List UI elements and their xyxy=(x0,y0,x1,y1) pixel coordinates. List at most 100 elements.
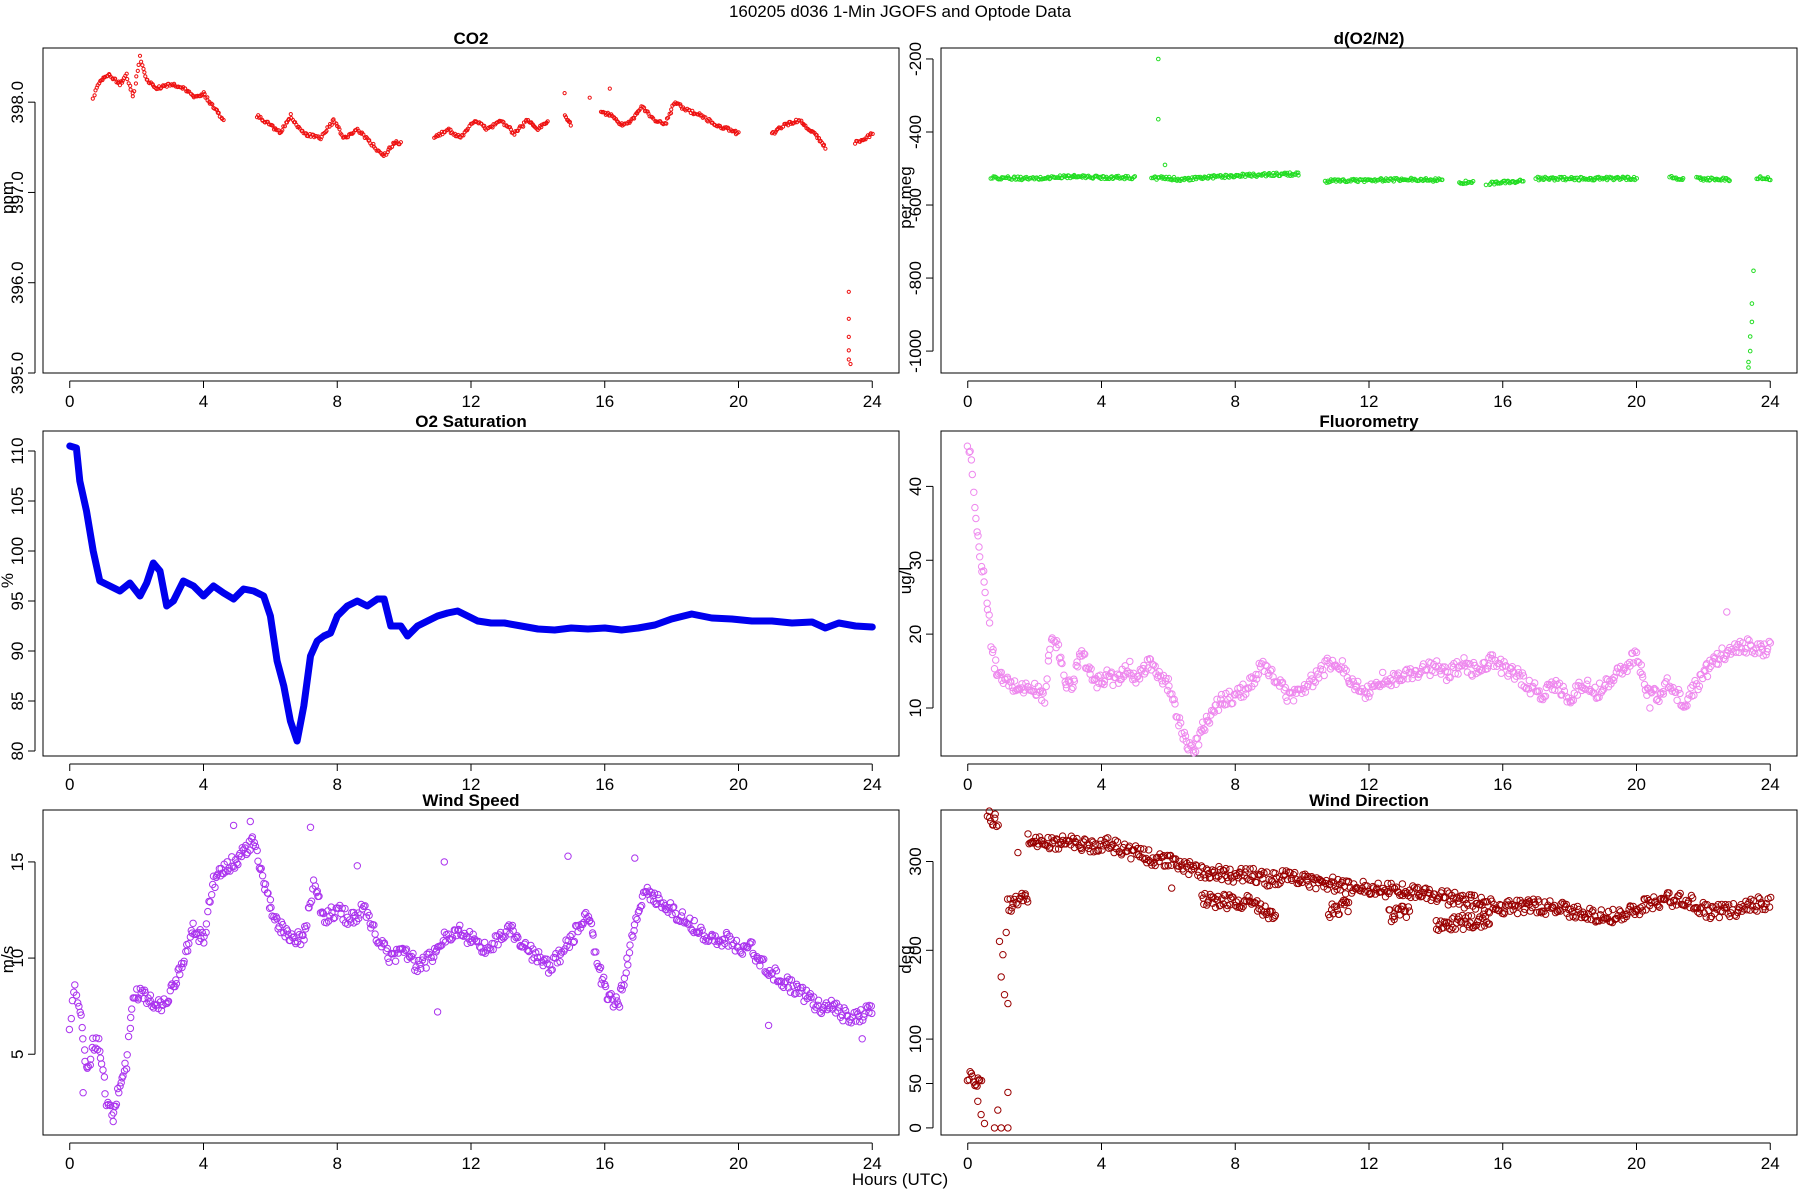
data-point xyxy=(1547,678,1556,686)
data-point xyxy=(1098,846,1106,854)
data-point xyxy=(635,111,640,116)
data-point xyxy=(307,897,316,905)
data-point xyxy=(1223,873,1231,882)
data-point xyxy=(1041,699,1049,707)
data-point xyxy=(625,949,634,957)
data-point xyxy=(772,967,781,975)
data-point xyxy=(1638,670,1646,678)
data-point xyxy=(1073,834,1081,843)
y-tick-label: -1000 xyxy=(906,329,925,372)
data-point xyxy=(638,901,646,910)
data-point xyxy=(1146,655,1155,663)
data-point xyxy=(1718,644,1726,652)
y-tick-label: -600 xyxy=(906,188,925,222)
x-tick-label: 4 xyxy=(1097,775,1106,794)
data-point xyxy=(329,122,334,127)
data-point xyxy=(1749,301,1755,306)
data-point xyxy=(668,111,674,116)
data-point xyxy=(1514,665,1522,673)
data-point xyxy=(1147,666,1156,674)
data-point xyxy=(587,919,596,928)
data-point xyxy=(1002,928,1010,937)
data-point xyxy=(1298,689,1306,697)
data-point xyxy=(1568,907,1576,916)
data-point xyxy=(569,938,578,947)
data-point xyxy=(624,961,632,969)
data-point xyxy=(657,899,665,907)
y-axis-label: ug/l xyxy=(896,567,915,594)
data-point xyxy=(1765,637,1773,646)
data-point xyxy=(1574,682,1582,690)
data-point xyxy=(1202,865,1211,873)
plot-frame xyxy=(42,47,900,374)
data-point xyxy=(353,862,361,870)
data-point xyxy=(125,77,130,82)
data-point xyxy=(702,937,710,945)
data-point xyxy=(425,948,433,956)
data-point xyxy=(280,928,288,937)
data-point xyxy=(1663,674,1671,682)
chart-title: CO2 xyxy=(454,29,489,48)
data-point xyxy=(1039,689,1047,697)
data-point xyxy=(620,981,628,989)
data-point xyxy=(989,645,997,654)
x-tick-label: 24 xyxy=(1761,1154,1780,1173)
data-point xyxy=(966,447,974,455)
data-point xyxy=(1215,902,1224,910)
data-point xyxy=(737,948,745,957)
data-point xyxy=(299,931,307,940)
data-point xyxy=(233,859,241,867)
data-point xyxy=(1437,177,1443,182)
data-point xyxy=(1205,719,1214,727)
data-point xyxy=(451,926,459,934)
data-point xyxy=(580,910,589,918)
data-point xyxy=(322,919,331,927)
data-point xyxy=(1359,877,1367,886)
data-point xyxy=(1749,319,1755,325)
data-point xyxy=(1163,851,1172,860)
data-point xyxy=(1655,903,1664,911)
data-point xyxy=(132,89,137,94)
data-point xyxy=(1271,869,1279,877)
data-point xyxy=(265,904,274,912)
data-point xyxy=(1525,897,1534,906)
data-point xyxy=(1610,673,1619,681)
data-point xyxy=(1694,685,1702,694)
x-tick-label: 8 xyxy=(333,775,342,794)
data-point xyxy=(855,139,860,144)
data-point xyxy=(1271,911,1280,920)
data-point xyxy=(1410,670,1418,679)
data-point xyxy=(1296,173,1301,178)
data-point xyxy=(1091,840,1100,848)
data-point xyxy=(868,1009,876,1018)
data-point xyxy=(117,1079,125,1087)
data-point xyxy=(521,938,530,947)
data-point xyxy=(279,920,287,929)
data-point xyxy=(343,913,351,921)
data-point xyxy=(1187,742,1195,750)
data-point xyxy=(690,916,698,925)
data-point xyxy=(1032,833,1040,842)
data-point xyxy=(642,888,651,896)
data-point xyxy=(1222,864,1230,873)
y-tick-label: 110 xyxy=(8,437,27,464)
data-point xyxy=(385,149,390,155)
data-point xyxy=(1391,179,1396,184)
data-point xyxy=(1035,688,1043,696)
data-point xyxy=(1604,907,1613,916)
data-point xyxy=(1001,175,1007,180)
data-point xyxy=(1015,176,1020,182)
data-point xyxy=(1548,175,1554,181)
data-point xyxy=(258,114,263,120)
data-point xyxy=(1690,691,1698,699)
data-point xyxy=(1074,663,1082,671)
series-line xyxy=(66,442,876,745)
x-tick-label: 4 xyxy=(1097,392,1106,411)
data-point xyxy=(556,958,564,966)
data-point xyxy=(390,144,395,149)
data-point xyxy=(114,1084,122,1093)
data-point xyxy=(1656,895,1665,903)
data-point xyxy=(651,116,656,121)
y-tick-label: 10 xyxy=(906,699,925,718)
x-tick-label: 12 xyxy=(1360,1154,1379,1173)
